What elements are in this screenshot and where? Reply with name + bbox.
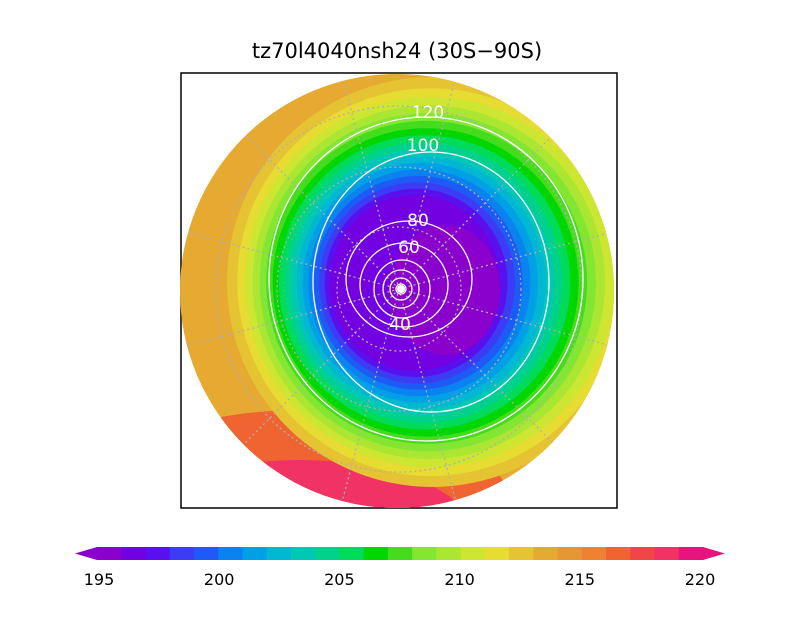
- colorbar-swatch-7: [266, 547, 292, 560]
- contour-line-6: [389, 277, 413, 301]
- longitude-line-0: [398, 288, 614, 350]
- latitude-circle-2: [215, 105, 583, 473]
- colorbar: 195 200 205 210 215 220: [75, 547, 725, 589]
- colorbar-swatch-16: [484, 547, 510, 560]
- lat-lon-grid: [180, 74, 614, 508]
- colorbar-swatch-4: [193, 547, 219, 560]
- longitude-line-4: [235, 288, 400, 453]
- colorbar-swatch-13: [412, 547, 437, 560]
- contour-line-5: [382, 269, 420, 309]
- colorbar-swatch-21: [606, 547, 631, 560]
- contour-label-100: 100: [407, 136, 439, 156]
- colorbar-swatch-5: [218, 547, 244, 560]
- colorbar-swatch-0: [97, 547, 122, 560]
- colorbar-swatch-1: [121, 547, 147, 560]
- colorbar-swatch-17: [509, 547, 534, 560]
- colorbar-swatch-24: [678, 547, 704, 560]
- colorbar-low-arrow: [75, 547, 97, 560]
- contour-label-60: 60: [398, 238, 420, 258]
- contour-line-2: [345, 220, 473, 338]
- longitude-line-7: [235, 125, 400, 290]
- temperature-fills: [180, 74, 614, 508]
- chart-title: tz70l4040nsh24 (30S−90S): [252, 39, 542, 63]
- colorbar-tick-220: 220: [685, 570, 716, 589]
- latitude-circle-0: [336, 226, 462, 352]
- colorbar-swatch-22: [630, 547, 656, 560]
- contour-line-0: [268, 116, 584, 442]
- colorbar-swatch-18: [533, 547, 559, 560]
- contour-center: [397, 285, 405, 293]
- longitude-line-5: [180, 288, 400, 350]
- longitude-line-9: [398, 74, 460, 290]
- colorbar-swatch-12: [387, 547, 413, 560]
- longitude-line-8: [338, 74, 400, 290]
- longitude-line-11: [398, 228, 614, 290]
- contour-line-7: [395, 283, 407, 295]
- contour-label-40: 40: [389, 315, 411, 335]
- colorbar-tick-195: 195: [84, 570, 115, 589]
- longitude-line-1: [398, 288, 563, 453]
- colorbar-high-arrow: [703, 547, 725, 560]
- longitude-line-3: [338, 288, 400, 508]
- colorbar-swatch-23: [654, 547, 680, 560]
- colorbar-swatch-3: [169, 547, 195, 560]
- contour-line-4: [373, 259, 431, 319]
- colorbar-tick-215: 215: [565, 570, 596, 589]
- contour-lines: [268, 116, 584, 442]
- colorbar-swatch-6: [242, 547, 268, 560]
- contour-label-120: 120: [412, 103, 444, 123]
- contour-line-1: [312, 151, 550, 413]
- colorbar-tick-205: 205: [324, 570, 355, 589]
- colorbar-swatch-2: [145, 547, 171, 560]
- colorbar-swatch-15: [460, 547, 486, 560]
- colorbar-swatch-10: [339, 547, 365, 560]
- colorbar-tick-200: 200: [204, 570, 235, 589]
- fill-band-core: [390, 225, 500, 355]
- longitude-line-2: [398, 288, 460, 508]
- contour-line-3: [359, 242, 449, 328]
- colorbar-swatch-9: [315, 547, 340, 560]
- colorbar-swatch-14: [436, 547, 462, 560]
- contour-labels: 40 60 80 100 120: [389, 103, 444, 335]
- colorbar-swatch-8: [290, 547, 316, 560]
- contour-label-80: 80: [407, 211, 429, 231]
- latitude-circle-1: [276, 166, 522, 412]
- colorbar-tick-210: 210: [444, 570, 475, 589]
- colorbar-swatch-20: [581, 547, 607, 560]
- colorbar-swatch-11: [363, 547, 389, 560]
- colorbar-swatch-19: [557, 547, 583, 560]
- longitude-line-10: [398, 125, 563, 290]
- longitude-line-6: [180, 228, 400, 290]
